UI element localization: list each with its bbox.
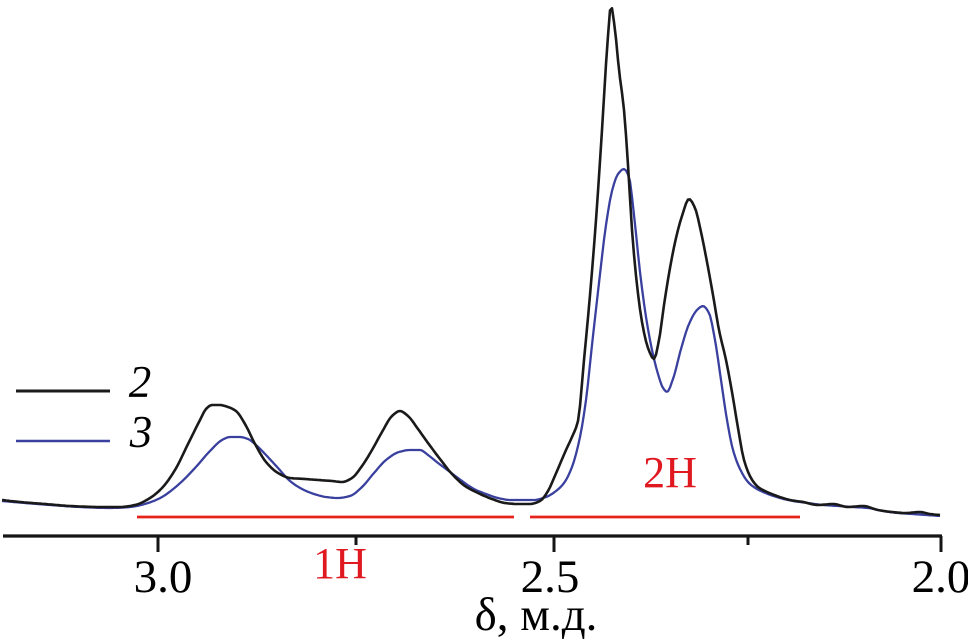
svg-text:2.0: 2.0 [912, 551, 968, 603]
svg-text:1H: 1H [313, 539, 367, 588]
svg-text:δ, м.д.: δ, м.д. [475, 589, 598, 641]
svg-text:2H: 2H [643, 448, 697, 497]
svg-text:2.5: 2.5 [521, 551, 580, 603]
svg-text:2: 2 [129, 357, 152, 407]
svg-text:3.0: 3.0 [134, 551, 193, 603]
svg-text:3: 3 [129, 407, 153, 457]
